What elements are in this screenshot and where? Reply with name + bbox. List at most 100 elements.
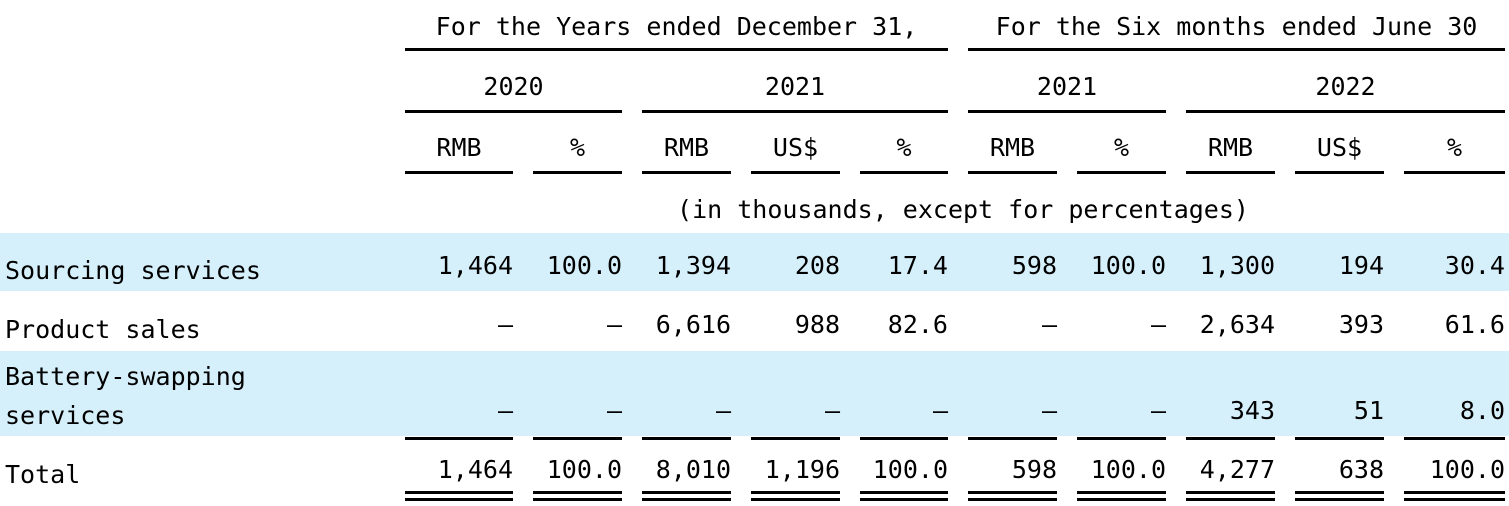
cell: 598 [1011,251,1057,280]
row-band [0,233,1509,291]
year-header: 2022 [1315,72,1376,101]
row-label: Product sales [5,315,201,344]
year-header: 2021 [764,72,826,101]
total-rule [1295,491,1384,494]
cell: 988 [794,310,840,339]
total-rule [968,437,1057,440]
header-rule [405,48,948,51]
unit-header: US$ [772,133,819,162]
total-rule [405,491,513,494]
header-rule [1186,110,1505,113]
header-rule [860,171,948,174]
total-rule [1077,498,1166,501]
row-band [0,351,1509,436]
header-rule [1295,171,1384,174]
header-rule [405,171,513,174]
cell: 4,277 [1199,455,1275,484]
year-header: 2021 [1036,72,1098,101]
total-rule [1186,491,1275,494]
total-rule [1404,498,1505,501]
cell: 30.4 [1444,251,1505,280]
cell: 17.4 [887,251,948,280]
cell: 6,616 [655,310,731,339]
cell: 61.6 [1444,310,1505,339]
cell: — [715,396,731,425]
total-rule [968,491,1057,494]
total-rule [1077,437,1166,440]
total-rule [405,498,513,501]
cell: — [497,396,513,425]
unit-header: RMB [436,133,482,162]
header-rule [1404,171,1505,174]
cell: 2,634 [1199,310,1275,339]
header-rule [751,171,840,174]
header-rule [642,171,731,174]
unit-header: % [1446,133,1463,162]
total-rule [533,498,622,501]
cell: 194 [1338,251,1384,280]
header-rule [968,110,1166,113]
total-rule [1404,437,1505,440]
total-rule [1295,498,1384,501]
cell: 100.0 [546,251,622,280]
header-rule [533,171,622,174]
cell: 598 [1011,455,1057,484]
cell: — [1150,310,1166,339]
total-rule [751,498,840,501]
cell: 100.0 [1090,455,1166,484]
header-rule [405,110,622,113]
cell: 393 [1338,310,1384,339]
note: (in thousands, except for percentages) [677,195,1249,224]
cell: 1,300 [1199,251,1275,280]
unit-header: % [1113,133,1130,162]
cell: 8.0 [1459,396,1505,425]
total-rule [1186,437,1275,440]
cell: 100.0 [546,455,622,484]
unit-header: RMB [989,133,1036,162]
cell: — [606,396,622,425]
cell: — [1041,310,1057,339]
total-rule [751,437,840,440]
total-rule [405,437,513,440]
unit-header: US$ [1316,133,1363,162]
total-rule [751,491,840,494]
cell: — [824,396,840,425]
cell: 100.0 [1429,455,1505,484]
cell: 638 [1338,455,1384,484]
total-rule [1077,491,1166,494]
cell: — [606,310,622,339]
total-rule [642,437,731,440]
header-rule [1186,171,1275,174]
cell: 1,464 [437,251,513,280]
row-label: Total [5,460,81,489]
total-rule [860,498,948,501]
cell: 343 [1229,396,1275,425]
total-rule [533,437,622,440]
cell: 100.0 [1090,251,1166,280]
cell: 208 [794,251,840,280]
total-rule [533,491,622,494]
cell: — [932,396,948,425]
unit-header: RMB [663,133,710,162]
total-rule [1186,498,1275,501]
unit-header: RMB [1207,133,1254,162]
cell: 8,010 [655,455,731,484]
unit-header: % [896,133,912,162]
total-rule [968,498,1057,501]
header-rule [642,110,948,113]
unit-header: % [569,133,586,162]
cell: 1,196 [764,455,840,484]
cell: — [1150,396,1166,425]
total-rule [642,498,731,501]
cell: 1,394 [655,251,731,280]
total-rule [860,437,948,440]
cell: — [1041,396,1057,425]
cell: 1,464 [437,455,513,484]
year-header: 2020 [483,72,544,101]
header-rule [968,171,1057,174]
total-rule [1295,437,1384,440]
total-rule [860,491,948,494]
cell: 51 [1353,396,1384,425]
cell: — [497,310,513,339]
group-header: For the Years ended December 31, [435,12,918,41]
